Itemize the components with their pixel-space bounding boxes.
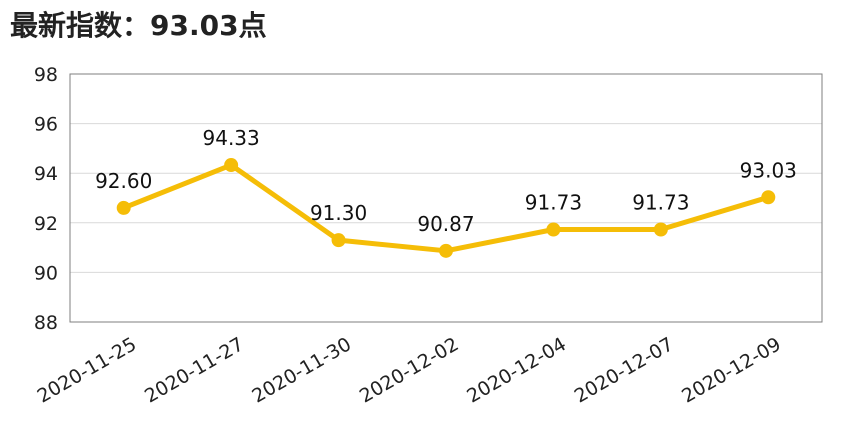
x-tick-label: 2020-12-02 — [356, 333, 463, 407]
x-tick-label: 2020-12-04 — [463, 333, 570, 407]
data-label: 91.73 — [525, 190, 582, 214]
title-unit: 点 — [238, 9, 267, 42]
data-point — [116, 200, 131, 215]
y-tick-label: 96 — [34, 114, 58, 136]
y-tick-label: 88 — [34, 312, 58, 334]
data-point — [761, 190, 776, 205]
y-tick-label: 94 — [34, 163, 58, 185]
y-tick-label: 92 — [34, 213, 58, 235]
data-label: 91.73 — [632, 190, 689, 214]
data-label: 90.87 — [417, 212, 474, 236]
x-tick-label: 2020-12-09 — [678, 333, 785, 407]
data-label: 91.30 — [310, 201, 367, 225]
data-point — [653, 222, 668, 237]
title-prefix: 最新指数： — [10, 9, 151, 42]
x-tick-label: 2020-11-27 — [141, 333, 248, 407]
x-tick-label: 2020-11-30 — [248, 333, 355, 407]
data-label: 94.33 — [203, 126, 260, 150]
latest-index-value: 93.03 — [150, 9, 239, 42]
plot-area-border — [69, 73, 823, 323]
y-tick-label: 90 — [34, 262, 58, 284]
data-point — [439, 243, 453, 258]
data-point — [224, 158, 239, 173]
x-tick-label: 2020-11-25 — [34, 333, 141, 407]
page-title: 最新指数：93.03点 — [10, 6, 267, 46]
data-label: 92.60 — [95, 169, 152, 193]
x-tick-label: 2020-12-07 — [571, 333, 678, 407]
data-point — [331, 233, 346, 248]
data-label: 93.03 — [740, 158, 797, 182]
y-tick-label: 98 — [34, 64, 58, 86]
data-point — [546, 222, 561, 237]
